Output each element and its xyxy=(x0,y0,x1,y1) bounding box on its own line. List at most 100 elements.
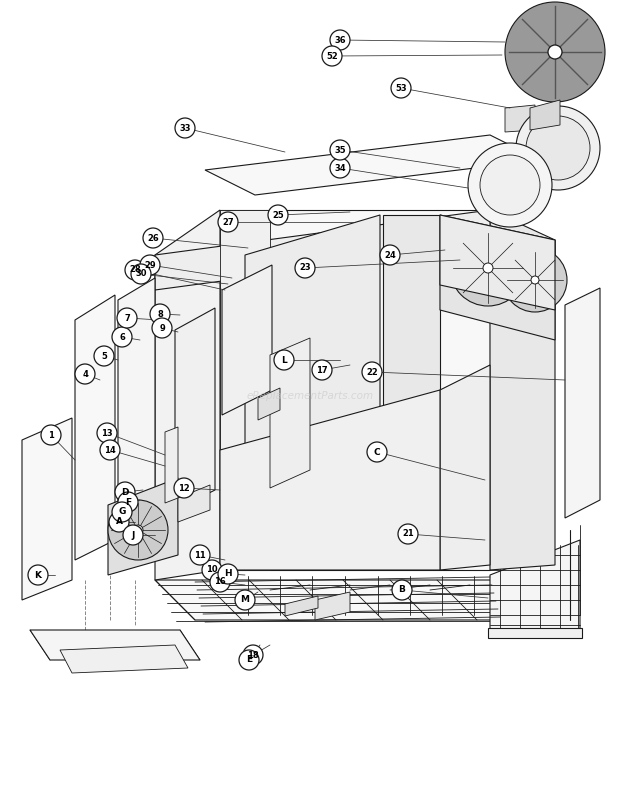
Circle shape xyxy=(322,46,342,66)
Circle shape xyxy=(268,205,288,225)
Text: eReplacementParts.com: eReplacementParts.com xyxy=(246,391,374,400)
Text: 25: 25 xyxy=(272,210,284,219)
Polygon shape xyxy=(220,210,490,570)
Circle shape xyxy=(503,248,567,312)
Circle shape xyxy=(109,512,129,532)
Circle shape xyxy=(480,155,540,215)
Polygon shape xyxy=(220,210,270,570)
Circle shape xyxy=(150,304,170,324)
Text: G: G xyxy=(118,508,126,517)
Circle shape xyxy=(483,263,493,273)
Polygon shape xyxy=(178,485,210,522)
Text: 4: 4 xyxy=(82,369,88,379)
Circle shape xyxy=(97,423,117,443)
Text: 14: 14 xyxy=(104,445,116,455)
Text: D: D xyxy=(122,487,129,497)
Circle shape xyxy=(330,140,350,160)
Polygon shape xyxy=(155,210,490,290)
Text: J: J xyxy=(131,531,135,539)
Circle shape xyxy=(516,106,600,190)
Circle shape xyxy=(108,500,168,560)
Circle shape xyxy=(202,560,222,580)
Polygon shape xyxy=(258,388,280,420)
Text: 13: 13 xyxy=(101,429,113,437)
Text: 35: 35 xyxy=(334,146,346,154)
Circle shape xyxy=(531,276,539,284)
Text: 33: 33 xyxy=(179,123,191,133)
Text: M: M xyxy=(241,596,249,604)
Circle shape xyxy=(218,564,238,584)
Polygon shape xyxy=(165,427,178,503)
Text: 8: 8 xyxy=(157,309,163,319)
Text: 30: 30 xyxy=(135,270,147,278)
Circle shape xyxy=(235,590,255,610)
Circle shape xyxy=(526,116,590,180)
Circle shape xyxy=(243,645,263,665)
Circle shape xyxy=(398,524,418,544)
Circle shape xyxy=(380,245,400,265)
Polygon shape xyxy=(175,308,215,510)
Text: H: H xyxy=(224,570,232,578)
Text: 22: 22 xyxy=(366,368,378,377)
Circle shape xyxy=(548,45,562,59)
Circle shape xyxy=(210,572,230,592)
Polygon shape xyxy=(530,100,560,130)
Polygon shape xyxy=(118,278,155,545)
Circle shape xyxy=(152,318,172,338)
Circle shape xyxy=(118,492,138,512)
Polygon shape xyxy=(205,135,540,195)
Circle shape xyxy=(505,2,605,102)
Polygon shape xyxy=(60,645,188,673)
Circle shape xyxy=(112,327,132,347)
Circle shape xyxy=(117,308,137,328)
Circle shape xyxy=(133,525,143,535)
Circle shape xyxy=(125,260,145,280)
Polygon shape xyxy=(440,365,490,570)
Text: C: C xyxy=(374,448,380,456)
Text: 11: 11 xyxy=(194,551,206,559)
Circle shape xyxy=(330,158,350,178)
Polygon shape xyxy=(222,265,272,415)
Circle shape xyxy=(100,440,120,460)
Polygon shape xyxy=(383,215,440,415)
Circle shape xyxy=(330,30,350,50)
Circle shape xyxy=(143,228,163,248)
Polygon shape xyxy=(440,215,555,340)
Circle shape xyxy=(115,482,135,502)
Polygon shape xyxy=(155,210,220,580)
Text: A: A xyxy=(115,517,123,527)
Polygon shape xyxy=(490,210,555,570)
Text: 1: 1 xyxy=(48,430,54,440)
Polygon shape xyxy=(440,215,555,310)
Circle shape xyxy=(274,350,294,370)
Circle shape xyxy=(295,258,315,278)
Text: 29: 29 xyxy=(144,260,156,270)
Polygon shape xyxy=(245,215,380,455)
Polygon shape xyxy=(270,338,310,488)
Text: 5: 5 xyxy=(101,351,107,361)
Circle shape xyxy=(131,264,151,284)
Text: 52: 52 xyxy=(326,51,338,60)
Circle shape xyxy=(362,362,382,382)
Text: K: K xyxy=(35,570,42,580)
Text: 17: 17 xyxy=(316,365,328,374)
Circle shape xyxy=(28,565,48,585)
Polygon shape xyxy=(315,592,350,620)
Polygon shape xyxy=(22,418,72,600)
Text: 24: 24 xyxy=(384,251,396,259)
Text: 34: 34 xyxy=(334,164,346,172)
Text: L: L xyxy=(281,355,287,365)
Circle shape xyxy=(41,425,61,445)
Circle shape xyxy=(392,580,412,600)
Circle shape xyxy=(312,360,332,380)
Circle shape xyxy=(367,442,387,462)
Text: B: B xyxy=(399,585,405,595)
Polygon shape xyxy=(505,105,535,132)
Circle shape xyxy=(94,346,114,366)
Polygon shape xyxy=(108,478,178,575)
Circle shape xyxy=(174,478,194,498)
Text: 53: 53 xyxy=(395,84,407,93)
Text: 27: 27 xyxy=(222,218,234,226)
Circle shape xyxy=(239,650,259,670)
Circle shape xyxy=(218,212,238,232)
